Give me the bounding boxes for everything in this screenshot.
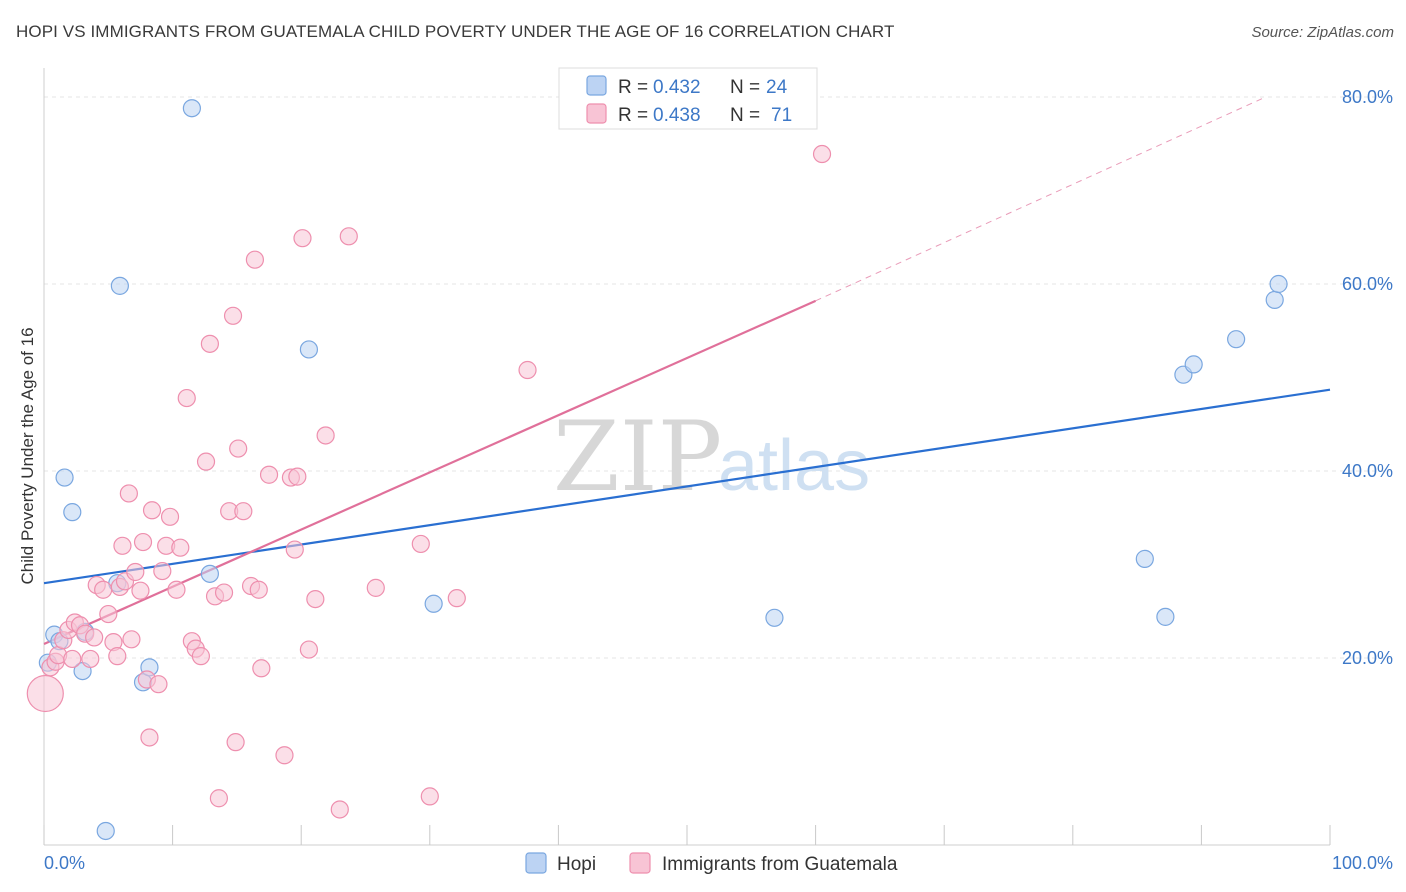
legend-n-value-hopi: 24 — [766, 77, 788, 98]
guatemala-point — [214, 583, 234, 602]
guatemala-point — [420, 787, 439, 806]
guatemala-point — [249, 580, 268, 599]
hopi-point — [55, 468, 74, 487]
guatemala-point — [299, 640, 319, 659]
guatemala-point — [99, 604, 118, 624]
y-tick-label-60: 60.0% — [1342, 274, 1393, 294]
guatemala-point — [285, 540, 304, 559]
guatemala-point — [306, 589, 325, 609]
y-tick-labels: 20.0% 40.0% 60.0% 80.0% — [1342, 87, 1393, 668]
legend-r-label-guatemala: R = — [618, 105, 648, 126]
guatemala-point — [812, 144, 832, 164]
guatemala-point — [245, 250, 265, 269]
watermark-zip: ZIP — [553, 401, 722, 513]
guatemala-point — [133, 532, 153, 552]
legend-swatch-hopi — [586, 75, 607, 96]
hopi-point — [1265, 290, 1284, 309]
y-tick-label-80: 80.0% — [1342, 87, 1393, 107]
guatemala-point — [226, 733, 245, 752]
hopi-point — [424, 594, 443, 613]
bottom-legend: Hopi Immigrants from Guatemala — [525, 852, 898, 875]
guatemala-point — [131, 581, 150, 600]
bottom-legend-swatch-guatemala — [629, 852, 651, 874]
guatemala-point — [126, 562, 145, 582]
guatemala-point — [167, 580, 186, 599]
guatemala-point — [119, 484, 138, 503]
guatemala-point — [26, 674, 64, 713]
hopi-point — [1227, 330, 1246, 349]
guatemala-point — [149, 675, 168, 694]
hopi-point — [200, 564, 219, 583]
guatemala-point — [63, 649, 82, 669]
legend-n-label-guatemala: N = — [730, 105, 760, 126]
hopi-trend-line — [43, 388, 1331, 585]
guatemala-point — [122, 630, 141, 649]
guatemala-point — [196, 452, 216, 471]
guatemala-trend-extension — [815, 96, 1266, 302]
hopi-point — [96, 821, 115, 841]
guatemala-point — [209, 789, 228, 808]
guatemala-point — [223, 306, 243, 325]
bottom-legend-label-hopi: Hopi — [557, 854, 596, 875]
guatemala-point — [85, 628, 104, 647]
guatemala-point — [339, 227, 358, 246]
guatemala-point — [94, 580, 113, 599]
hopi-point — [182, 99, 201, 118]
guatemala-point — [316, 426, 335, 445]
guatemala-point — [518, 360, 537, 380]
legend-r-value-guatemala: 0.438 — [653, 105, 701, 126]
y-tick-label-20: 20.0% — [1342, 648, 1393, 668]
x-tick-label-max: 100.0% — [1332, 853, 1393, 873]
x-ticks — [43, 825, 1331, 845]
hopi-point — [1135, 549, 1154, 568]
guatemala-point — [288, 467, 307, 486]
hopi-point — [299, 340, 319, 359]
guatemala-point — [259, 465, 279, 484]
guatemala-point — [108, 647, 127, 666]
bottom-legend-label-guatemala: Immigrants from Guatemala — [662, 854, 898, 875]
guatemala-point — [447, 589, 466, 608]
legend-r-label-hopi: R = — [618, 77, 648, 98]
y-axis-title: Child Poverty Under the Age of 16 — [18, 327, 37, 584]
x-tick-label-min: 0.0% — [44, 853, 85, 873]
legend-n-label-hopi: N = — [730, 77, 760, 98]
legend-n-value-guatemala: 71 — [771, 105, 792, 126]
hopi-point — [765, 608, 784, 627]
bottom-legend-swatch-hopi — [525, 852, 547, 874]
guatemala-point — [229, 439, 248, 458]
guatemala-point — [81, 649, 100, 669]
data-points — [26, 99, 1288, 841]
guatemala-point — [275, 746, 294, 765]
watermark-atlas: atlas — [718, 426, 870, 506]
guatemala-point — [191, 647, 210, 666]
legend-r-value-hopi: 0.432 — [653, 77, 701, 98]
guatemala-point — [140, 728, 159, 747]
legend: R = 0.432 N = 24 R = 0.438 N = 71 — [558, 67, 818, 130]
source-label: Source: ZipAtlas.com — [1251, 24, 1394, 41]
guatemala-point — [293, 229, 312, 248]
guatemala-point — [153, 561, 172, 581]
legend-swatch-guatemala — [586, 103, 607, 124]
y-tick-label-40: 40.0% — [1342, 461, 1393, 481]
guatemala-point — [113, 536, 132, 555]
hopi-point — [1269, 274, 1288, 294]
hopi-point — [1156, 607, 1175, 626]
hopi-point — [1184, 355, 1203, 374]
guatemala-point — [142, 501, 162, 520]
guatemala-point — [252, 659, 271, 678]
guatemala-point — [177, 388, 196, 408]
hopi-point — [63, 503, 82, 522]
guatemala-point — [200, 334, 219, 353]
guatemala-point — [411, 534, 430, 554]
guatemala-point — [160, 507, 180, 526]
guatemala-point — [234, 502, 253, 521]
hopi-point — [110, 276, 129, 295]
chart-title: HOPI VS IMMIGRANTS FROM GUATEMALA CHILD … — [16, 22, 895, 41]
guatemala-point — [171, 538, 190, 557]
guatemala-point — [330, 800, 349, 819]
guatemala-point — [366, 578, 385, 597]
